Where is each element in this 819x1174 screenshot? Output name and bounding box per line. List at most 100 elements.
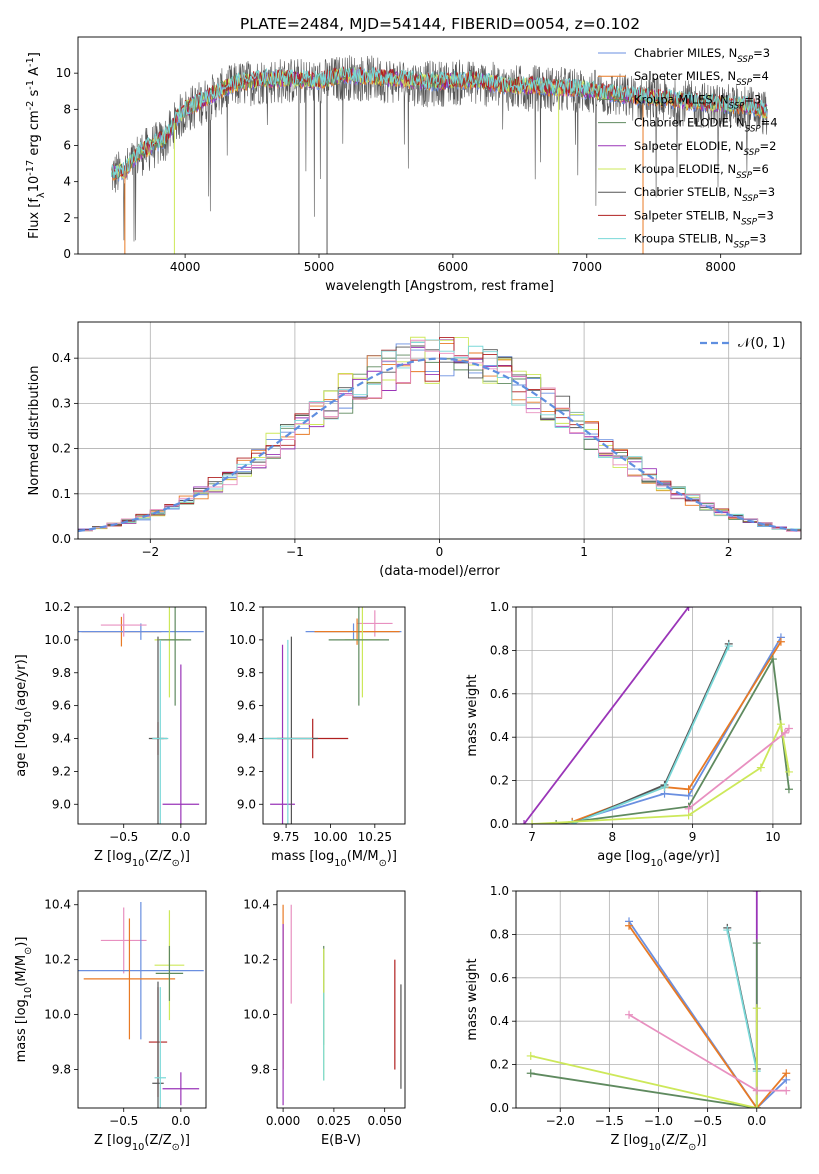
x-axis-label-script: ⊙ — [172, 858, 180, 869]
axes-frame: −2.0 −1.5 −1.0 −0.5 0.0 0.0 0.2 0.4 0.6 0.8 1.0 Z [… — [465, 884, 802, 1153]
x-tick-label: 0.0 — [747, 1114, 766, 1128]
y-tick-label: 2 — [63, 211, 71, 225]
mass-weight-vs-metallicity-panel: −2.0 −1.5 −1.0 −0.5 0.0 0.0 0.2 0.4 0.6 0.8 1.0 Z [… — [465, 884, 802, 1153]
weight-marker — [684, 804, 693, 813]
y-axis-label-part: (age/yr)] — [14, 654, 29, 711]
x-axis-label: mass [log10​(M/M⊙​)] — [271, 849, 397, 869]
weight-marker — [768, 655, 777, 664]
x-tick-label: 7 — [528, 830, 536, 844]
legend-suffix: =3 — [757, 208, 774, 222]
x-tick-label: −1 — [286, 545, 304, 559]
x-axis-label-part: mass [log — [271, 849, 334, 864]
x-tick-label: 5000 — [304, 260, 335, 274]
legend-entry: 𝒩(0, 1) — [738, 336, 785, 351]
weight-marker — [752, 939, 761, 948]
y-axis-label: Flux [fλ​10-17​ erg cm-2​ s-1​ A-1​] — [25, 52, 47, 239]
y-tick-label: 10.4 — [44, 898, 71, 912]
x-tick-label: 8 — [609, 830, 617, 844]
x-tick-label: 10.00 — [313, 830, 347, 844]
legend-suffix: =2 — [759, 139, 776, 153]
weight-marker — [723, 926, 732, 935]
weight-line — [571, 636, 782, 823]
legend-suffix: =3 — [744, 92, 761, 106]
x-axis-label-part: (age/yr)] — [663, 849, 720, 864]
weight-marker — [625, 921, 634, 930]
axes-frame: −2 −1 0 1 2 0.0 0.1 0.2 0.3 0.4 (data-model)/error… — [27, 321, 802, 579]
weight-marker — [552, 820, 561, 824]
weight-line — [532, 721, 790, 824]
weight-marker — [784, 767, 793, 776]
legend-suffix: =4 — [752, 69, 769, 83]
legend-label: Chabrier MILES, N — [634, 46, 737, 60]
legend-label: Kroupa ELODIE, N — [634, 162, 736, 176]
plot-area — [78, 336, 801, 539]
plot-area — [526, 891, 791, 1108]
y-axis-label-script: 10 — [23, 987, 34, 999]
x-axis-label-part: Z [log — [611, 1133, 649, 1148]
x-tick-label: −1.5 — [595, 1114, 624, 1128]
y-axis-label-script: λ — [36, 192, 47, 198]
legend-entry: Chabrier MILES, NSSP=3 — [634, 46, 770, 65]
legend-suffix: =6 — [752, 162, 769, 176]
legend-entry: Kroupa ELODIE, NSSP=6 — [634, 162, 769, 181]
x-tick-label: 4000 — [170, 260, 201, 274]
axes-frame: 0.000 0.025 0.050 9.8 10.0 10.2 10.4 E(B-V) — [243, 890, 406, 1148]
x-axis-label-part: Z [log — [94, 1133, 132, 1148]
legend-sub: SSP — [729, 101, 746, 111]
mass-vs-metallicity-panel: −0.5 0.0 9.8 10.0 10.2 10.4 Z [log10​(Z/Z⊙​)] m… — [14, 890, 207, 1153]
weight-marker — [724, 642, 733, 651]
legend-entry: Chabrier STELIB, NSSP=3 — [634, 185, 775, 204]
y-tick-label: 10 — [56, 66, 71, 80]
y-tick-label: 10.0 — [44, 1008, 71, 1022]
legend-label: Salpeter ELODIE, N — [634, 139, 744, 153]
x-axis-label: E(B-V) — [321, 1133, 361, 1148]
y-axis-label-part: age [log — [14, 724, 29, 777]
weight-marker — [776, 720, 785, 729]
y-tick-label: 4 — [63, 175, 71, 189]
axes-frame: 7 8 9 10 0.0 0.2 0.4 0.6 0.8 1.0 age [log10​(age/y… — [465, 600, 802, 869]
x-tick-label: 9.75 — [273, 830, 300, 844]
y-tick-label: 0.2 — [52, 442, 71, 456]
legend-label: Kroupa MILES, N — [634, 92, 729, 106]
plot-area — [263, 607, 402, 824]
y-tick-label: 9.4 — [52, 732, 71, 746]
legend-sub: SSP — [736, 78, 753, 88]
x-tick-label: −2.0 — [546, 1114, 575, 1128]
weight-marker — [752, 891, 761, 895]
legend-entry: Chabrier ELODIE, NSSP=4 — [634, 116, 778, 135]
y-axis-label-script: 10 — [23, 711, 34, 723]
y-tick-label: 9.4 — [237, 732, 256, 746]
y-tick-label: 0.6 — [490, 971, 509, 985]
x-tick-label: −0.5 — [109, 1114, 138, 1128]
x-tick-label: −0.5 — [693, 1114, 722, 1128]
weight-marker — [776, 637, 785, 646]
x-tick-label: 10.25 — [358, 830, 392, 844]
y-axis-label-script: -1 — [25, 57, 36, 67]
residual-histogram-panel: −2 −1 0 1 2 0.0 0.1 0.2 0.3 0.4 (data-model)/error… — [27, 321, 802, 579]
weight-line — [726, 929, 758, 1072]
legend-suffix: =3 — [749, 232, 766, 246]
y-tick-label: 10.2 — [44, 953, 71, 967]
x-tick-label: −0.5 — [109, 830, 138, 844]
y-axis-label-script: -1 — [25, 80, 36, 90]
x-tick-label: 0.025 — [317, 1114, 351, 1128]
x-axis-label-part: )] — [696, 1133, 706, 1148]
weight-marker — [782, 1086, 791, 1095]
y-axis-label-part: Flux [f — [27, 198, 42, 239]
y-tick-label: 9.6 — [52, 699, 71, 713]
legend-sub: SSP — [741, 217, 758, 227]
y-axis-label-part: A — [27, 67, 42, 80]
legend-entry: Salpeter STELIB, NSSP=3 — [634, 208, 774, 227]
x-axis-label-part: )] — [180, 1133, 190, 1148]
y-tick-label: 9.2 — [237, 764, 256, 778]
y-tick-label: 0.6 — [490, 687, 509, 701]
y-tick-label: 0.1 — [52, 487, 71, 501]
weight-marker — [684, 785, 693, 794]
x-tick-label: 0.0 — [171, 1114, 190, 1128]
axes-frame: −0.5 0.0 9.8 10.0 10.2 10.4 Z [log10​(Z/Z⊙​)] m… — [14, 890, 207, 1153]
x-axis-label-script: 10 — [334, 858, 346, 869]
y-tick-label: 9.8 — [237, 666, 256, 680]
y-axis-label: mass weight — [465, 674, 480, 756]
y-axis-label: age [log10​(age/yr)] — [14, 654, 34, 777]
x-axis-label: Z [log10​(Z/Z⊙​)] — [611, 1133, 707, 1153]
